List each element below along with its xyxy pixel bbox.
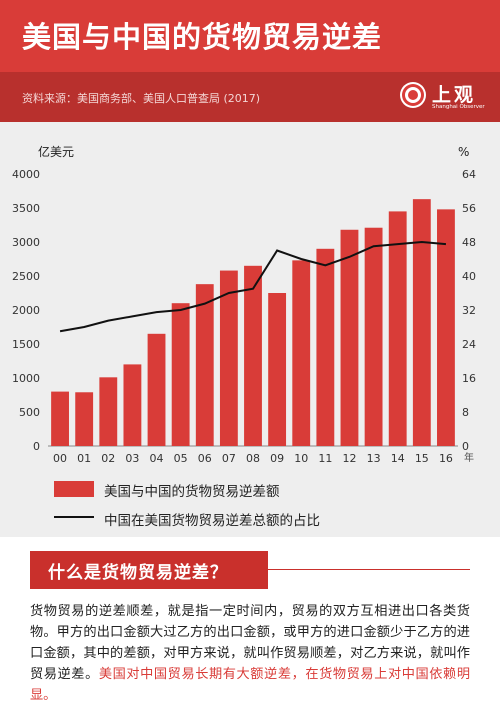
bar-11 bbox=[316, 248, 335, 446]
right-tick-label-7: 56 bbox=[462, 202, 476, 215]
x-tick-label-06: 06 bbox=[198, 452, 212, 465]
x-tick-label-07: 07 bbox=[222, 452, 236, 465]
bar-08 bbox=[244, 265, 262, 446]
bar-07 bbox=[219, 270, 238, 446]
explanation-plain: 货物贸易的逆差顺差，就是指一定时间内，贸易的双方互相进出口各类货物。甲方的出口金… bbox=[30, 604, 470, 682]
x-tick-label-00: 00 bbox=[53, 452, 67, 465]
logo-text: 上观 bbox=[432, 84, 477, 106]
right-tick-label-0: 0 bbox=[462, 440, 469, 453]
right-tick-label-4: 32 bbox=[462, 304, 476, 317]
legend-line-label: 中国在美国货物贸易逆差总额的占比 bbox=[104, 513, 320, 529]
question-title: 什么是货物贸易逆差？ bbox=[48, 563, 228, 583]
left-tick-label-1: 500 bbox=[19, 406, 40, 419]
bar-05 bbox=[171, 303, 190, 446]
right-tick-label-8: 64 bbox=[462, 168, 476, 181]
bar-15 bbox=[412, 199, 431, 446]
right-tick-label-2: 16 bbox=[462, 372, 476, 385]
right-axis-label: % bbox=[458, 145, 469, 159]
x-axis-unit: 年 bbox=[464, 451, 474, 464]
bar-13 bbox=[364, 227, 383, 446]
legend-bar-label: 美国与中国的货物贸易逆差额 bbox=[104, 484, 280, 500]
x-tick-label-04: 04 bbox=[150, 452, 164, 465]
explanation-highlight: 美国对中国贸易长期有大额逆差，在货物贸易上对中国依赖明显。 bbox=[30, 667, 471, 703]
bar-09 bbox=[268, 293, 287, 446]
bar-16 bbox=[437, 209, 455, 446]
bar-14 bbox=[388, 211, 407, 446]
x-tick-label-14: 14 bbox=[391, 452, 405, 465]
explanation-text: 货物贸易的逆差顺差，就是指一定时间内，贸易的双方互相进出口各类货物。甲方的出口金… bbox=[30, 601, 470, 706]
share-line bbox=[59, 240, 447, 333]
question-divider bbox=[268, 569, 470, 570]
left-tick-label-6: 3000 bbox=[12, 236, 40, 249]
bar-01 bbox=[75, 392, 94, 446]
right-tick-label-5: 40 bbox=[462, 270, 476, 283]
bar-06 bbox=[195, 284, 214, 446]
bar-00 bbox=[51, 391, 69, 446]
x-tick-label-02: 02 bbox=[101, 452, 115, 465]
bar-04 bbox=[147, 333, 166, 446]
x-tick-label-01: 01 bbox=[77, 452, 91, 465]
legend-line-swatch bbox=[54, 516, 94, 518]
right-tick-label-6: 48 bbox=[462, 236, 476, 249]
right-tick-label-3: 24 bbox=[462, 338, 476, 351]
x-tick-label-16: 16 bbox=[439, 452, 453, 465]
x-tick-label-09: 09 bbox=[270, 452, 284, 465]
chart-area: 0 500 1000 1500 2000 2500 3000 3500 4000 0 8 16 24 3… bbox=[0, 122, 500, 537]
x-tick-label-08: 08 bbox=[246, 452, 260, 465]
x-tick-label-12: 12 bbox=[342, 452, 356, 465]
left-tick-label-8: 4000 bbox=[12, 168, 40, 181]
logo-emblem-icon bbox=[400, 82, 426, 108]
bar-10 bbox=[292, 260, 311, 446]
left-tick-label-3: 1500 bbox=[12, 338, 40, 351]
bar-02 bbox=[99, 377, 118, 446]
right-tick-label-1: 8 bbox=[462, 406, 469, 419]
left-axis-label: 亿美元 bbox=[38, 144, 74, 159]
header-bar: 美国与中国的货物贸易逆差 bbox=[0, 0, 500, 72]
left-tick-label-7: 3500 bbox=[12, 202, 40, 215]
source-text: 资料来源：美国商务部、美国人口普查局 (2017) bbox=[22, 92, 261, 105]
x-tick-label-11: 11 bbox=[318, 452, 332, 465]
source-bar: 资料来源：美国商务部、美国人口普查局 (2017) 上观 Shanghai Ob… bbox=[0, 72, 500, 122]
x-tick-label-03: 03 bbox=[125, 452, 139, 465]
logo: 上观 Shanghai Observer bbox=[398, 80, 490, 116]
x-tick-label-13: 13 bbox=[367, 452, 381, 465]
logo-subtext: Shanghai Observer bbox=[432, 104, 485, 110]
left-tick-label-2: 1000 bbox=[12, 372, 40, 385]
left-tick-label-5: 2500 bbox=[12, 270, 40, 283]
x-tick-label-05: 05 bbox=[174, 452, 188, 465]
legend-bar-swatch bbox=[54, 481, 94, 497]
x-tick-label-10: 10 bbox=[294, 452, 308, 465]
question-box bbox=[30, 551, 268, 589]
bar-03 bbox=[123, 364, 142, 446]
left-tick-label-4: 2000 bbox=[12, 304, 40, 317]
left-tick-label-0: 0 bbox=[33, 440, 40, 453]
x-tick-label-15: 15 bbox=[415, 452, 429, 465]
bar-12 bbox=[340, 229, 359, 446]
page-title: 美国与中国的货物贸易逆差 bbox=[22, 20, 383, 54]
